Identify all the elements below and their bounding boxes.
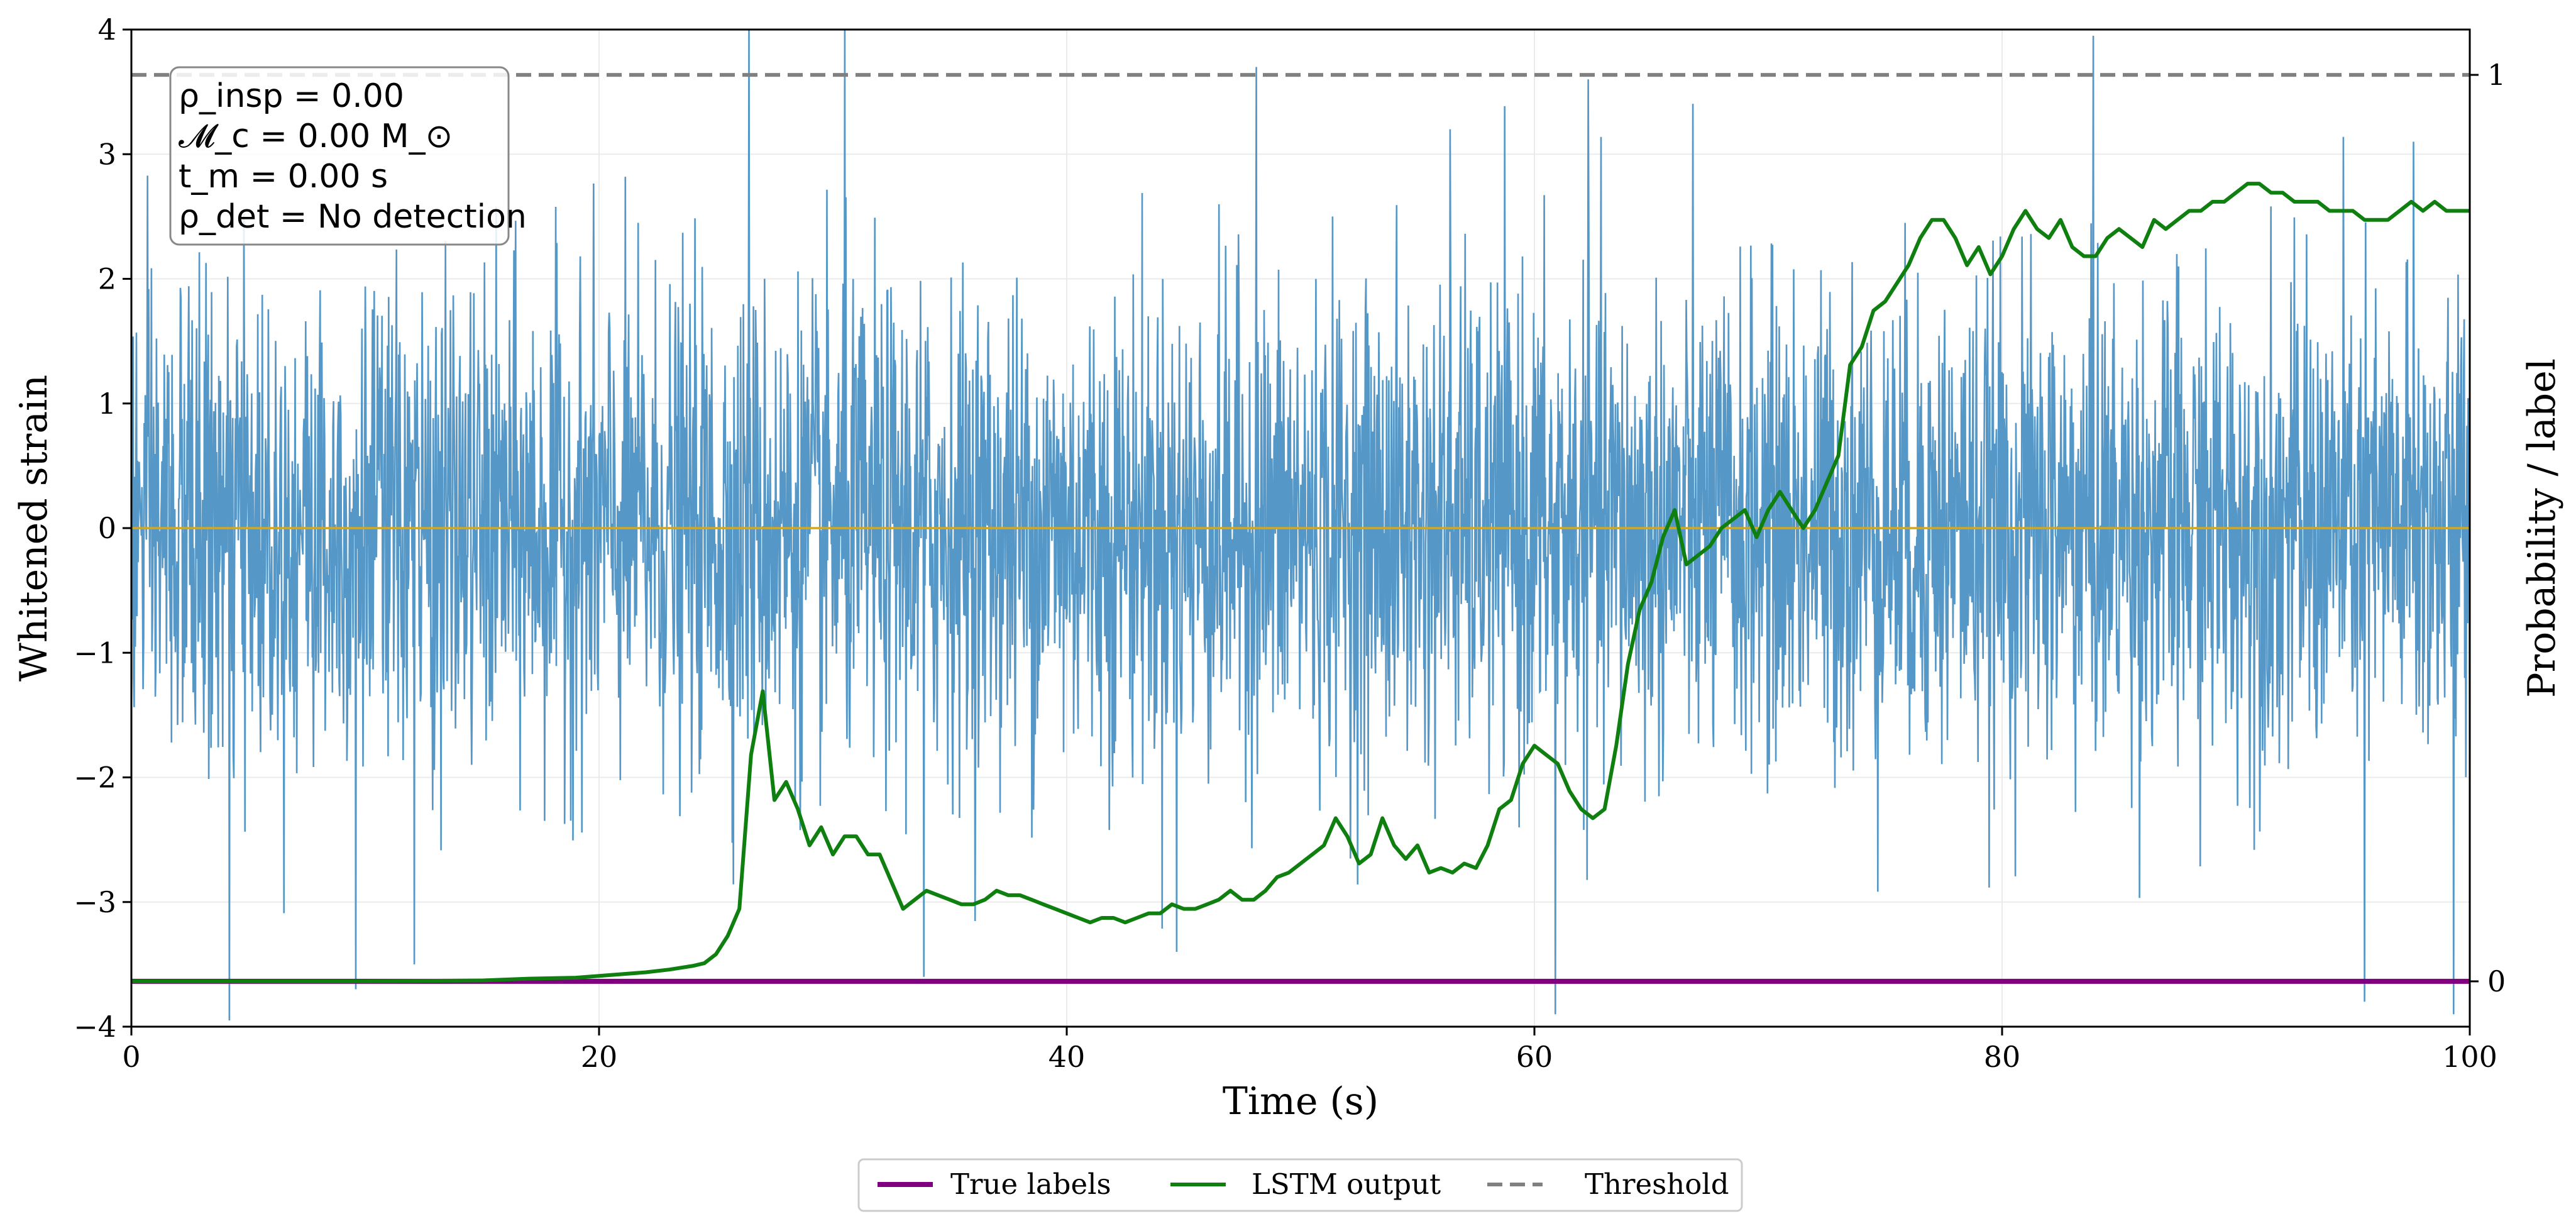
legend-label-threshold: Threshold <box>1585 1168 1729 1201</box>
info-merger-time: t_m = 0.00 s <box>179 158 388 196</box>
legend-label-lstm-output: LSTM output <box>1252 1168 1441 1201</box>
x-tick-label: 20 <box>581 1040 618 1074</box>
y-tick-label: −1 <box>74 636 116 670</box>
y-tick-label: −3 <box>74 885 116 919</box>
x-tick-label: 100 <box>2442 1040 2497 1074</box>
info-box-frame <box>169 66 510 246</box>
y-tick-label: 1 <box>98 387 116 421</box>
lstm-output-line <box>131 182 2470 983</box>
y2-axis-ticks: 01 <box>2470 58 2506 998</box>
info-rho-det: ρ_det = No detection <box>179 198 527 236</box>
info-chirp-mass: 𝓜_c = 0.00 M_⊙ <box>179 118 453 155</box>
legend-frame <box>857 1158 1743 1212</box>
x-tick-label: 0 <box>122 1040 140 1074</box>
y-axis-label: Whitened strain <box>12 375 56 682</box>
x-axis-label: Time (s) <box>1223 1079 1379 1123</box>
legend-label-true-labels: True labels <box>950 1168 1111 1201</box>
info-rho-insp: ρ_insp = 0.00 <box>179 77 404 115</box>
y-tick-label: 3 <box>98 137 116 171</box>
y-tick-label: −4 <box>74 1010 116 1044</box>
y-tick-label: −2 <box>74 761 116 795</box>
y-tick-label: 0 <box>98 511 116 545</box>
y2-tick-label: 1 <box>2487 58 2506 92</box>
y-tick-label: 4 <box>98 13 116 47</box>
y-axis-ticks: −4 −3 −2 −1 0 1 2 3 4 <box>74 13 131 1044</box>
y-tick-label: 2 <box>98 262 116 296</box>
strain-series-line <box>131 30 2470 1021</box>
legend: True labels LSTM output Threshold <box>857 1158 1743 1212</box>
x-tick-label: 60 <box>1516 1040 1553 1074</box>
x-axis-ticks: 0 20 40 60 80 100 <box>122 1027 2497 1074</box>
info-box: ρ_insp = 0.00 𝓜_c = 0.00 M_⊙ t_m = 0.00 … <box>169 66 527 246</box>
y2-tick-label: 0 <box>2487 964 2506 998</box>
y2-axis-label: Probability / label <box>2520 358 2564 698</box>
x-tick-label: 80 <box>1984 1040 2021 1074</box>
x-tick-label: 40 <box>1049 1040 1086 1074</box>
